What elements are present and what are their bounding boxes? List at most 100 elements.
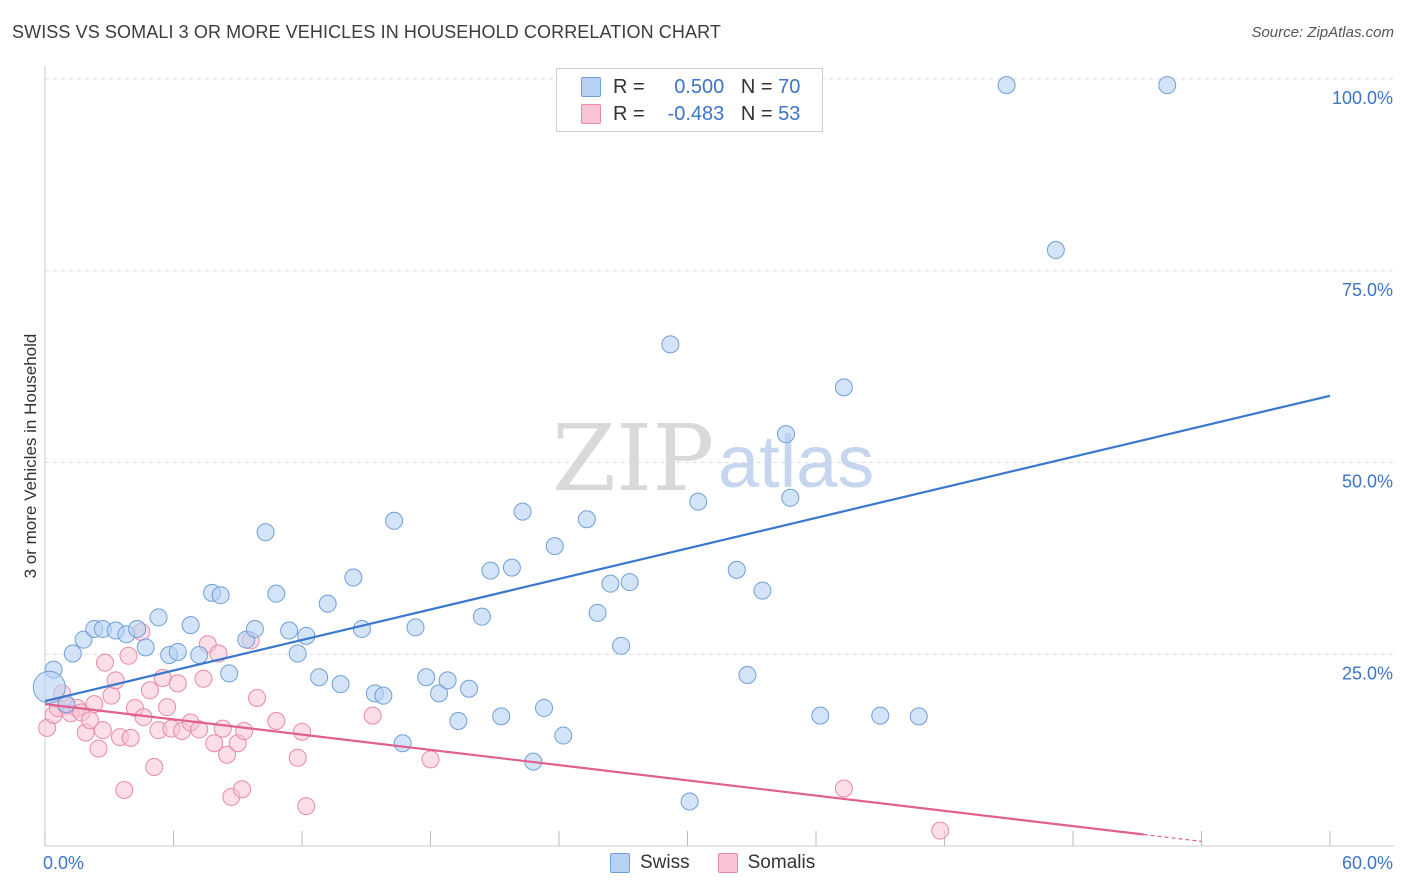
swiss-point [374, 686, 393, 705]
legend-n-label: N = [740, 102, 773, 125]
swiss-point [220, 664, 239, 683]
swiss-point [612, 636, 631, 655]
swiss-point [245, 619, 264, 638]
swiss-point [32, 670, 66, 704]
legend-r-value: 0.500 [674, 75, 725, 98]
source-label: Source: ZipAtlas.com [1251, 24, 1394, 41]
somali-point [248, 688, 267, 707]
somali-point [931, 821, 950, 840]
swiss-point [620, 573, 639, 592]
swiss-point [181, 616, 200, 635]
swiss-point [128, 619, 147, 638]
swiss-point [727, 560, 746, 579]
swiss-point [738, 665, 757, 684]
swiss-point [460, 679, 479, 698]
somali-point [145, 757, 164, 776]
swiss-point [661, 335, 680, 354]
somali-point [158, 698, 177, 717]
swiss-point [190, 646, 209, 665]
swiss-point [481, 561, 500, 580]
swiss-point [777, 425, 796, 444]
swiss-point [344, 568, 363, 587]
correlation-legend: R = 0.500 N = 70 R = -0.483 N = 53 [556, 68, 823, 132]
swiss-point [601, 574, 620, 593]
somali-point [235, 721, 254, 740]
swiss-point [535, 698, 554, 717]
swiss-point [1046, 241, 1065, 260]
swiss-point [545, 537, 564, 556]
y-tick-label: 75.0% [1342, 280, 1393, 300]
swiss-point [909, 707, 928, 726]
y-axis-label: 3 or more Vehicles in Household [21, 334, 40, 579]
watermark: ZIP atlas [552, 405, 874, 512]
swiss-point [136, 638, 155, 657]
somali-point [834, 779, 853, 798]
somali-point [293, 722, 311, 741]
somali-point [421, 750, 440, 769]
swiss-point [554, 726, 573, 745]
tick-labels: 25.0% 50.0% 75.0% 100.0% 0.0% 60.0% [43, 88, 1393, 873]
somali-swatch [581, 104, 601, 124]
swiss-point [588, 603, 607, 622]
somali-point [93, 721, 112, 740]
somali-point [95, 653, 114, 672]
legend-n-label: N = [740, 75, 773, 98]
somali-points [38, 623, 950, 840]
swiss-point [438, 671, 457, 690]
trend-lines [44, 394, 1331, 842]
swiss-point [74, 630, 93, 649]
swiss-point [781, 488, 800, 507]
legend-n-value: 53 [778, 102, 801, 125]
y-tick-label: 25.0% [1342, 663, 1393, 683]
somali-point [140, 681, 159, 700]
swiss-swatch [610, 853, 630, 873]
series-legend: Swiss Somalis [610, 852, 843, 874]
legend-n-value: 70 [778, 75, 801, 98]
legend-r-label: R = [613, 75, 645, 98]
swiss-point [417, 668, 436, 687]
somali-trend-line [44, 703, 1144, 836]
swiss-point [168, 642, 187, 661]
swiss-point [297, 626, 316, 645]
swiss-point [288, 644, 307, 663]
x-tick-label: 60.0% [1342, 853, 1393, 873]
legend-r-value: -0.483 [667, 102, 725, 125]
swiss-points [32, 76, 1177, 811]
swiss-point [406, 618, 425, 637]
swiss-point [577, 510, 596, 529]
somali-point [115, 781, 134, 800]
y-tick-label: 50.0% [1342, 472, 1393, 492]
somali-point [121, 728, 140, 747]
somali-point [190, 720, 209, 739]
chart-title: SWISS VS SOMALI 3 OR MORE VEHICLES IN HO… [12, 22, 721, 42]
swiss-point [680, 792, 699, 811]
swiss-point [310, 668, 329, 687]
grid-lines [45, 78, 1394, 655]
somali-point [194, 669, 213, 688]
swiss-swatch [581, 77, 601, 97]
swiss-point [318, 594, 337, 613]
swiss-point [689, 492, 708, 511]
somali-point [213, 719, 232, 738]
swiss-point [211, 586, 230, 605]
legend-r-label: R = [613, 102, 645, 125]
watermark-atlas: atlas [718, 420, 874, 503]
somali-point [89, 739, 108, 758]
swiss-point [331, 675, 350, 694]
swiss-point [352, 619, 371, 638]
swiss-point [513, 502, 532, 521]
somali-swatch [717, 853, 738, 873]
swiss-point [449, 711, 468, 730]
swiss-point [753, 581, 772, 600]
somali-point [119, 646, 138, 665]
swiss-point [502, 558, 521, 577]
swiss-point [871, 706, 890, 725]
somali-point [297, 797, 316, 816]
x-tick-label: 0.0% [43, 853, 84, 873]
somali-point [102, 686, 121, 705]
y-tick-label: 100.0% [1332, 88, 1393, 108]
legend-item-somalis: Somalis [717, 852, 815, 874]
somali-point [218, 745, 237, 764]
swiss-point [997, 76, 1016, 95]
